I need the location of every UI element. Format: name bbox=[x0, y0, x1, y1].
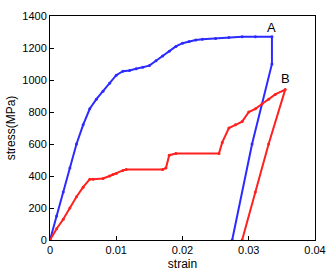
svg-text:800: 800 bbox=[28, 106, 46, 118]
svg-text:strain: strain bbox=[168, 257, 197, 271]
svg-text:0.03: 0.03 bbox=[238, 244, 259, 256]
svg-text:1000: 1000 bbox=[22, 74, 46, 86]
svg-text:A: A bbox=[267, 20, 276, 35]
svg-text:0: 0 bbox=[41, 234, 47, 246]
svg-text:0.02: 0.02 bbox=[172, 244, 193, 256]
svg-text:600: 600 bbox=[28, 138, 46, 150]
svg-text:1200: 1200 bbox=[22, 42, 46, 54]
svg-text:200: 200 bbox=[28, 202, 46, 214]
svg-text:0: 0 bbox=[47, 244, 53, 256]
svg-text:1400: 1400 bbox=[22, 10, 46, 22]
svg-text:stress(MPa): stress(MPa) bbox=[4, 96, 18, 161]
svg-text:B: B bbox=[281, 71, 290, 86]
svg-text:0.04: 0.04 bbox=[304, 244, 325, 256]
svg-text:0.01: 0.01 bbox=[106, 244, 127, 256]
svg-text:400: 400 bbox=[28, 170, 46, 182]
